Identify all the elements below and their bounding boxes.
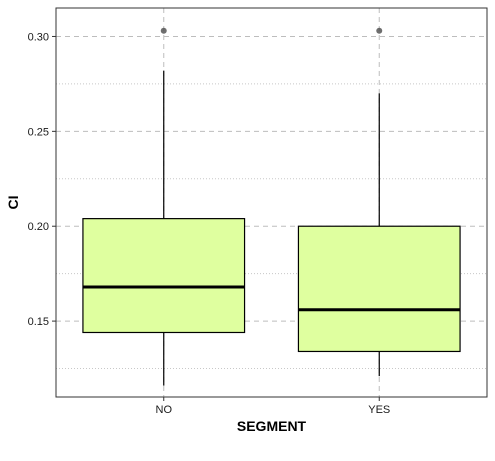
box-series	[82, 27, 461, 386]
y-axis: 0.15 0.20 0.25 0.30	[28, 31, 56, 328]
box-no	[82, 27, 246, 386]
y-axis-title: CI	[5, 196, 21, 210]
outlier-point	[376, 27, 383, 34]
plot-panel-border	[55, 7, 488, 398]
x-axis: NO YES	[156, 397, 390, 416]
y-tick-label: 0.15	[28, 316, 49, 328]
y-tick-label: 0.30	[28, 31, 49, 43]
box-iqr	[82, 218, 246, 334]
y-tick-label: 0.25	[28, 126, 49, 138]
outlier-point	[160, 27, 167, 34]
box-iqr	[297, 225, 461, 353]
x-tick-label: YES	[368, 404, 390, 416]
box-yes	[297, 27, 461, 377]
y-tick-label: 0.20	[28, 221, 49, 233]
x-tick-label: NO	[156, 404, 173, 416]
x-axis-title: SEGMENT	[237, 418, 307, 434]
